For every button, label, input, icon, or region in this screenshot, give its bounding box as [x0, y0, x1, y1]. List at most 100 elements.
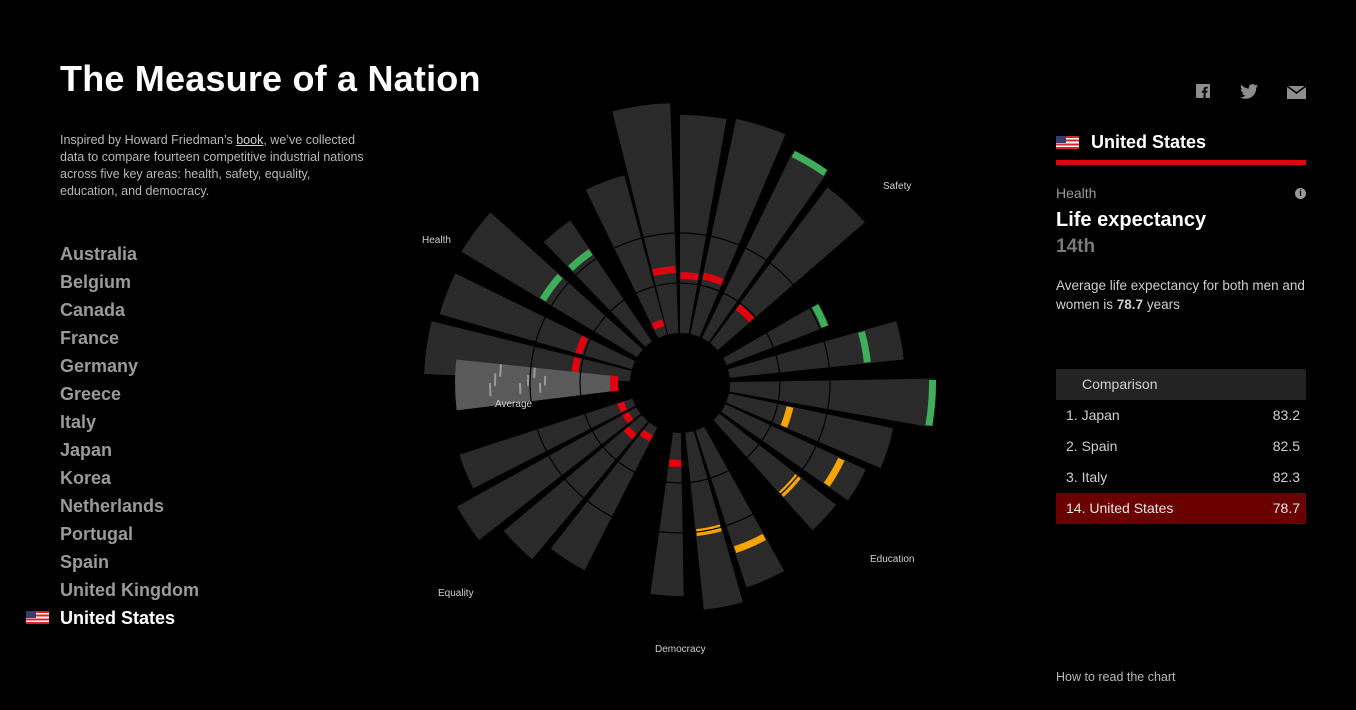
wedge-health	[439, 273, 636, 370]
rank-marker-health	[568, 249, 593, 271]
wedge-education	[723, 303, 830, 366]
panel-category-row: Health i	[1056, 185, 1306, 201]
average-wedge	[455, 359, 619, 411]
chart-label-education: Education	[870, 554, 914, 565]
rank-marker-safety	[702, 272, 724, 286]
panel-metric: Life expectancy	[1056, 209, 1207, 231]
wedge-safety	[612, 103, 679, 335]
country-item-united-kingdom[interactable]: United Kingdom	[60, 580, 199, 600]
country-item-canada[interactable]: Canada	[60, 300, 126, 320]
rank-marker-education	[780, 406, 794, 428]
comparison-country: Italy	[1081, 469, 1108, 485]
country-item-france[interactable]: France	[60, 328, 120, 348]
country-item-germany[interactable]: Germany	[60, 356, 139, 376]
panel-header: United States	[1056, 130, 1306, 154]
rank-marker-safety	[652, 266, 676, 277]
average-tick	[533, 367, 536, 378]
rank-marker-equality	[623, 426, 637, 440]
comparison-rank: 1.	[1066, 407, 1078, 423]
rank-marker-education	[858, 331, 871, 363]
panel-rank: 14th	[1056, 236, 1096, 257]
wedge-safety	[701, 153, 827, 343]
country-list: Australia Belgium Canada France Germany …	[26, 242, 199, 634]
page-title: The Measure of a Nation	[60, 58, 481, 99]
comparison-row: 1. Japan 83.2	[1056, 400, 1306, 431]
comparison-country: United States	[1089, 500, 1174, 516]
chart-label-average: Average	[495, 399, 533, 410]
country-item-united-states-label: United States	[60, 608, 176, 628]
rank-marker-education	[812, 304, 829, 328]
info-icon[interactable]: i	[1295, 187, 1306, 199]
comparison-value: 82.3	[1272, 469, 1300, 485]
rank-marker-democracy	[734, 533, 766, 553]
intro-text: Inspired by Howard Friedman’s book, we’v…	[60, 132, 365, 200]
us-flag-icon	[1056, 135, 1079, 149]
rank-marker-health	[651, 319, 665, 330]
twitter-icon	[1240, 84, 1258, 99]
rank-marker-safety	[791, 150, 828, 176]
comparison-row-name: 14. United States	[1066, 493, 1173, 524]
wedge-health	[585, 175, 668, 339]
country-item-belgium[interactable]: Belgium	[60, 272, 132, 292]
comparison-rank: 14.	[1066, 500, 1086, 516]
panel-country: United States	[1091, 131, 1207, 152]
comparison-row-name: 1. Japan	[1066, 400, 1120, 431]
rank-marker-health	[539, 273, 563, 302]
comparison-rank: 3.	[1066, 469, 1078, 485]
country-item-portugal[interactable]: Portugal	[60, 524, 134, 544]
email-share-button[interactable]	[1287, 86, 1306, 99]
rank-marker-safety	[735, 304, 755, 323]
rank-marker-education	[823, 457, 845, 487]
facebook-share-button[interactable]	[1196, 84, 1210, 98]
comparison-row: 3. Italy 82.3	[1056, 462, 1306, 493]
wedge-safety	[710, 187, 865, 351]
radial-chart[interactable]: Health Safety Education Democracy Equali…	[400, 85, 960, 675]
chart-label-equality: Equality	[438, 588, 474, 599]
comparison-table: Comparison 1. Japan 83.2 2. Spain 82.5 3…	[1056, 369, 1306, 524]
country-item-greece[interactable]: Greece	[60, 384, 122, 404]
how-to-read-link[interactable]: How to read the chart	[1056, 670, 1176, 684]
panel-description-start: Average life expectancy for both men and…	[1056, 278, 1305, 312]
panel-description-value: 78.7	[1116, 297, 1144, 312]
rank-marker-democracy	[668, 459, 682, 468]
comparison-row-name: 3. Italy	[1066, 462, 1107, 493]
panel-category: Health	[1056, 185, 1097, 201]
country-item-australia[interactable]: Australia	[60, 244, 138, 264]
country-item-spain[interactable]: Spain	[60, 552, 110, 572]
rank-marker-equality	[617, 401, 628, 413]
comparison-row-selected: 14. United States 78.7	[1056, 493, 1306, 524]
comparison-country: Japan	[1081, 407, 1120, 423]
twitter-share-button[interactable]	[1240, 84, 1258, 99]
country-item-netherlands[interactable]: Netherlands	[60, 496, 165, 516]
country-item-korea[interactable]: Korea	[60, 468, 112, 488]
chart-wedges	[424, 103, 936, 610]
wedge-equality	[456, 407, 641, 540]
country-item-japan[interactable]: Japan	[60, 440, 113, 460]
chart-label-safety: Safety	[883, 181, 911, 192]
country-item-italy[interactable]: Italy	[60, 412, 97, 432]
grid-ring	[529, 232, 831, 534]
comparison-rank: 2.	[1066, 438, 1078, 454]
comparison-row-name: 2. Spain	[1066, 431, 1117, 462]
wedge-equality	[550, 422, 658, 571]
average-tick	[499, 364, 502, 377]
panel-description-end: years	[1143, 297, 1180, 312]
chart-label-democracy: Democracy	[655, 644, 706, 655]
average-rank-marker	[610, 375, 619, 392]
comparison-value: 78.7	[1272, 500, 1300, 516]
rank-marker-equality	[622, 411, 634, 424]
book-link[interactable]: book	[236, 133, 264, 147]
comparison-value: 82.5	[1272, 438, 1300, 454]
country-item-united-states[interactable]: United States	[26, 606, 199, 634]
rank-marker-health	[575, 335, 589, 355]
comparison-value: 83.2	[1272, 407, 1300, 423]
panel-description: Average life expectancy for both men and…	[1056, 276, 1306, 314]
rank-marker-equality	[639, 429, 653, 442]
intro-text-end: , we’ve collected data to compare fourte…	[60, 133, 364, 198]
email-icon	[1287, 86, 1306, 99]
wedge-equality	[503, 415, 648, 560]
wedge-education	[726, 393, 894, 469]
wedge-democracy	[650, 432, 684, 596]
wedge-democracy	[685, 431, 743, 610]
facebook-icon	[1196, 84, 1210, 98]
